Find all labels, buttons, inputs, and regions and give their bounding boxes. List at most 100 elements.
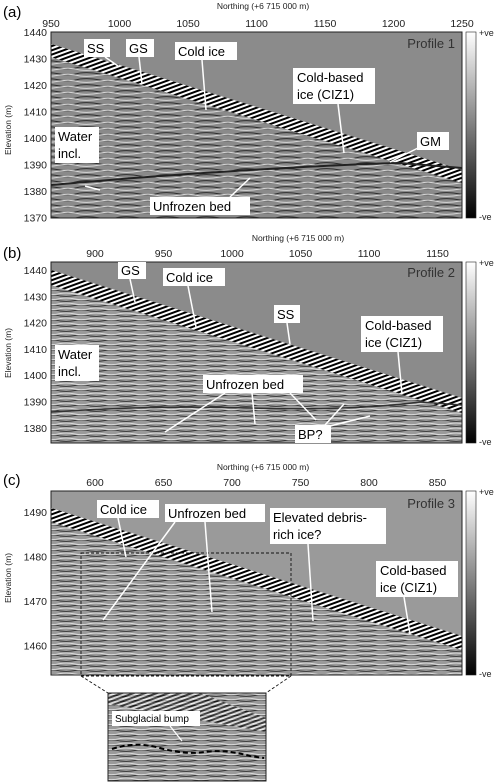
panel-b: (b) Northing (+6 715 000 m) 900 950 1000 10… xyxy=(3,233,494,447)
svg-text:incl.: incl. xyxy=(58,146,81,161)
svg-text:Water: Water xyxy=(58,347,93,362)
x-tick-label: 750 xyxy=(292,477,310,489)
annotation-bp: BP? xyxy=(295,403,371,443)
colorbar xyxy=(465,490,477,676)
annotation-cold-ice: Cold ice xyxy=(163,268,225,328)
x-tick-label: 950 xyxy=(155,248,173,260)
y-tick-label: 1380 xyxy=(24,423,48,435)
svg-text:BP?: BP? xyxy=(298,427,323,442)
svg-text:SS: SS xyxy=(87,41,105,56)
x-tick-label: 900 xyxy=(86,248,104,260)
profile-title: Profile 3 xyxy=(407,496,455,511)
svg-text:SS: SS xyxy=(277,307,295,322)
svg-text:Water: Water xyxy=(58,129,93,144)
y-tick-label: 1460 xyxy=(24,641,48,653)
y-tick-label: 1390 xyxy=(24,160,48,172)
panel-letter: (b) xyxy=(3,245,21,262)
y-axis-title: Elevation (m) xyxy=(3,328,13,378)
x-axis-title: Northing (+6 715 000 m) xyxy=(252,233,345,243)
svg-text:rich ice?: rich ice? xyxy=(273,527,321,542)
x-tick-label: 600 xyxy=(86,477,104,489)
colorbar-top-label: +ve xyxy=(479,487,494,497)
surface-reflection xyxy=(51,270,462,413)
annotation-cold-based: Cold-based ice (CIZ1) xyxy=(361,316,443,395)
x-axis-title: Northing (+6 715 000 m) xyxy=(217,1,310,11)
bump-line xyxy=(111,743,265,759)
y-tick-label: 1440 xyxy=(24,265,48,277)
x-tick-label: 650 xyxy=(155,477,173,489)
zoom-box xyxy=(80,552,292,677)
y-tick-label: 1480 xyxy=(24,552,48,564)
inset-connector-right xyxy=(265,675,292,694)
annotation-cold-ice: Cold ice xyxy=(97,500,159,558)
svg-text:Unfrozen bed: Unfrozen bed xyxy=(153,199,231,214)
svg-text:GS: GS xyxy=(129,41,148,56)
annotation-gm: GM xyxy=(389,132,449,163)
x-tick-label: 1200 xyxy=(382,18,406,30)
x-axis-title: Northing (+6 715 000 m) xyxy=(217,462,310,472)
inset: Subglacial bump xyxy=(107,692,267,782)
annotation-ss: SS xyxy=(84,39,119,67)
surface-reflection xyxy=(51,508,462,650)
x-tick-label: 1050 xyxy=(289,248,313,260)
x-axis-ticks: 900 950 1000 1050 1100 1150 xyxy=(86,248,449,260)
x-tick-label: 1150 xyxy=(314,18,337,30)
x-tick-label: 1150 xyxy=(426,248,449,260)
annotation-unfrozen-bed: Unfrozen bed xyxy=(150,177,251,215)
profile-title: Profile 2 xyxy=(407,265,455,280)
y-tick-label: 1410 xyxy=(24,107,48,119)
annotation-gs: GS xyxy=(118,262,146,303)
svg-text:ice (CIZ1): ice (CIZ1) xyxy=(365,335,422,350)
bed-reflector xyxy=(50,401,463,413)
svg-text:incl.: incl. xyxy=(58,364,81,379)
y-axis-title: Elevation (m) xyxy=(3,105,13,155)
annotation-gs: GS xyxy=(126,39,154,85)
inset-connector-left xyxy=(80,675,109,694)
x-tick-label: 1100 xyxy=(245,18,268,30)
annotation-cold-based: Cold-based ice (CIZ1) xyxy=(293,68,375,154)
svg-text:Elevated debris-: Elevated debris- xyxy=(273,510,367,525)
annotation-cold-ice: Cold ice xyxy=(175,42,237,111)
svg-text:Cold ice: Cold ice xyxy=(100,502,147,517)
svg-text:Cold-based: Cold-based xyxy=(380,563,447,578)
colorbar-bottom-label: -ve xyxy=(479,212,492,222)
svg-text:Cold ice: Cold ice xyxy=(166,270,213,285)
svg-text:Cold-based: Cold-based xyxy=(365,318,432,333)
y-tick-label: 1420 xyxy=(24,318,48,330)
y-tick-label: 1380 xyxy=(24,186,48,198)
profile-title: Profile 1 xyxy=(407,36,455,51)
x-tick-label: 700 xyxy=(223,477,241,489)
y-axis-ticks: 1440 1430 1420 1410 1400 1390 1380 xyxy=(24,265,48,435)
x-tick-label: 1100 xyxy=(358,248,381,260)
annotation-elevated-debris: Elevated debris- rich ice? xyxy=(270,508,386,622)
y-tick-label: 1430 xyxy=(24,291,48,303)
panel-letter: (c) xyxy=(3,472,21,489)
y-tick-label: 1390 xyxy=(24,397,48,409)
panel-letter: (a) xyxy=(3,4,21,21)
panel-c: (c) Northing (+6 715 000 m) 600 650 700 750… xyxy=(3,462,494,782)
y-tick-label: 1410 xyxy=(24,344,48,356)
y-tick-label: 1490 xyxy=(24,507,48,519)
annotation-water: Water incl. xyxy=(55,345,99,381)
inset-label: Subglacial bump xyxy=(115,714,189,725)
plot-frame xyxy=(50,490,463,676)
colorbar-top-label: +ve xyxy=(479,28,494,38)
colorbar-bottom-label: -ve xyxy=(479,669,492,679)
bed-reflector xyxy=(50,161,463,186)
x-tick-label: 850 xyxy=(429,477,447,489)
y-tick-label: 1400 xyxy=(24,370,48,382)
colorbar xyxy=(465,31,477,219)
x-tick-label: 1250 xyxy=(450,18,474,30)
annotation-unfrozen-bed: Unfrozen bed xyxy=(102,504,265,621)
panel-a: (a) Northing (+6 715 000 m) 950 1000 1050 1… xyxy=(3,1,494,225)
y-tick-label: 1440 xyxy=(24,27,48,39)
svg-text:Cold ice: Cold ice xyxy=(178,44,225,59)
x-tick-label: 1050 xyxy=(176,18,200,30)
svg-text:Unfrozen bed: Unfrozen bed xyxy=(168,506,246,521)
y-tick-label: 1420 xyxy=(24,80,48,92)
x-tick-label: 1000 xyxy=(108,18,132,30)
x-tick-label: 800 xyxy=(360,477,378,489)
y-tick-label: 1470 xyxy=(24,596,48,608)
y-axis-title: Elevation (m) xyxy=(3,553,13,603)
